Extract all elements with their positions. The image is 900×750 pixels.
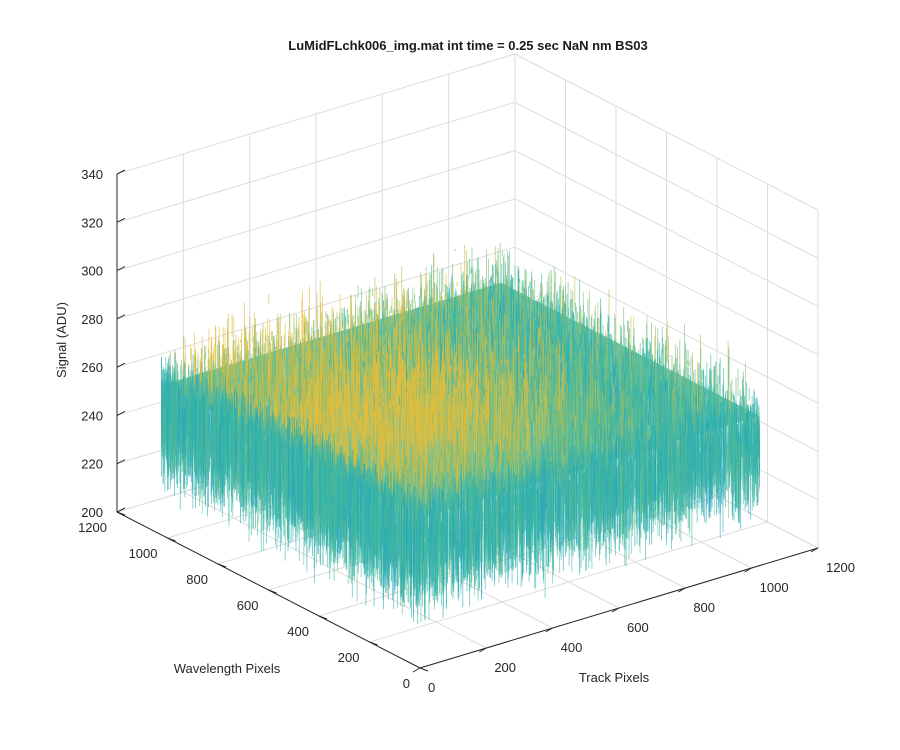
wall-gridline <box>514 53 819 211</box>
wall-gridline <box>514 101 819 259</box>
chart-title: LuMidFLchk006_img.mat int time = 0.25 se… <box>288 38 647 53</box>
wall-gridline <box>116 150 516 272</box>
wall-gridline <box>514 150 819 308</box>
floor-gridline <box>183 491 487 649</box>
wall-gridline <box>116 53 516 175</box>
wall-gridline <box>116 101 516 223</box>
surface-plot <box>161 242 760 625</box>
wall-gridline <box>116 198 516 320</box>
wall-gridline <box>514 246 819 404</box>
wall-gridline <box>514 198 819 356</box>
